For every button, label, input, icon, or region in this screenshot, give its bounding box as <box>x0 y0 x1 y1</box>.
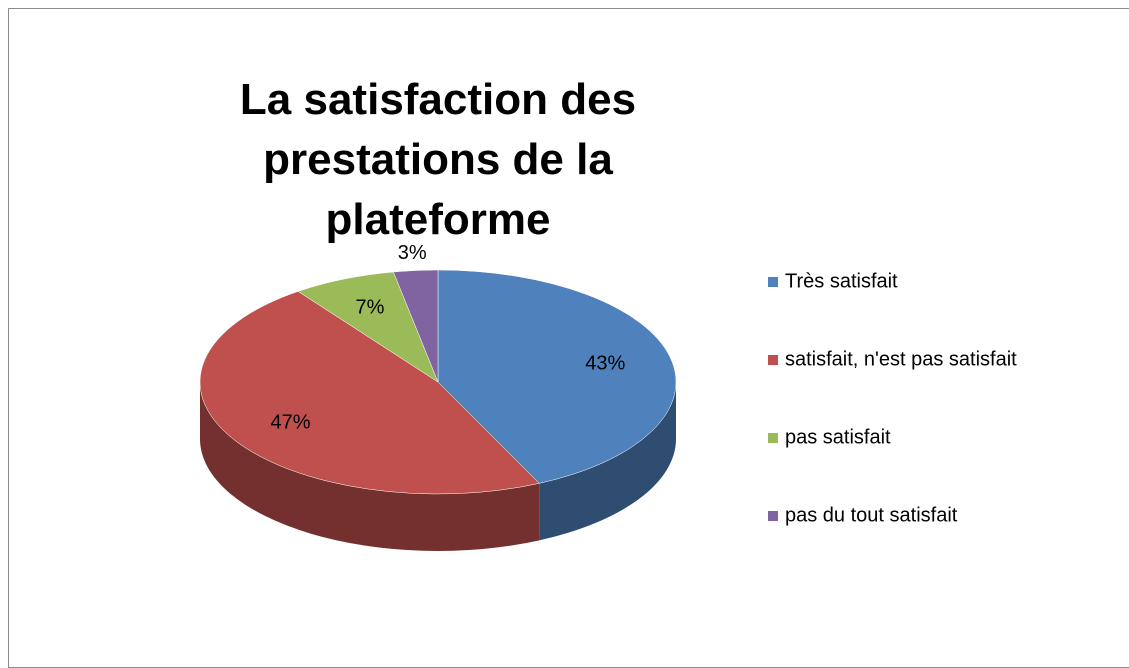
pie-side <box>539 382 676 541</box>
legend-swatch <box>768 511 778 521</box>
legend-label: Très satisfait <box>785 270 898 292</box>
chart-title: La satisfaction des prestations de la pl… <box>239 75 637 244</box>
legend-label: pas satisfait <box>785 426 891 448</box>
data-label: 3% <box>398 242 427 264</box>
pie-slice <box>393 269 439 383</box>
legend-swatch <box>768 355 778 365</box>
pie-slice <box>297 271 439 383</box>
legend-label: satisfait, n'est pas satisfait <box>785 348 1017 370</box>
legend-swatch <box>768 277 778 287</box>
chart: 43% 47% 7% 3% Très satisfait satisfait, n'est… <box>199 242 1017 551</box>
legend-label: pas du tout satisfait <box>785 504 958 526</box>
legend-swatch <box>768 433 778 443</box>
pie-slice <box>199 291 540 495</box>
data-label: 47% <box>270 411 310 433</box>
pie-slice <box>437 269 677 484</box>
data-label: 7% <box>355 296 384 318</box>
data-label: 43% <box>585 353 625 375</box>
pie-side <box>200 382 540 551</box>
